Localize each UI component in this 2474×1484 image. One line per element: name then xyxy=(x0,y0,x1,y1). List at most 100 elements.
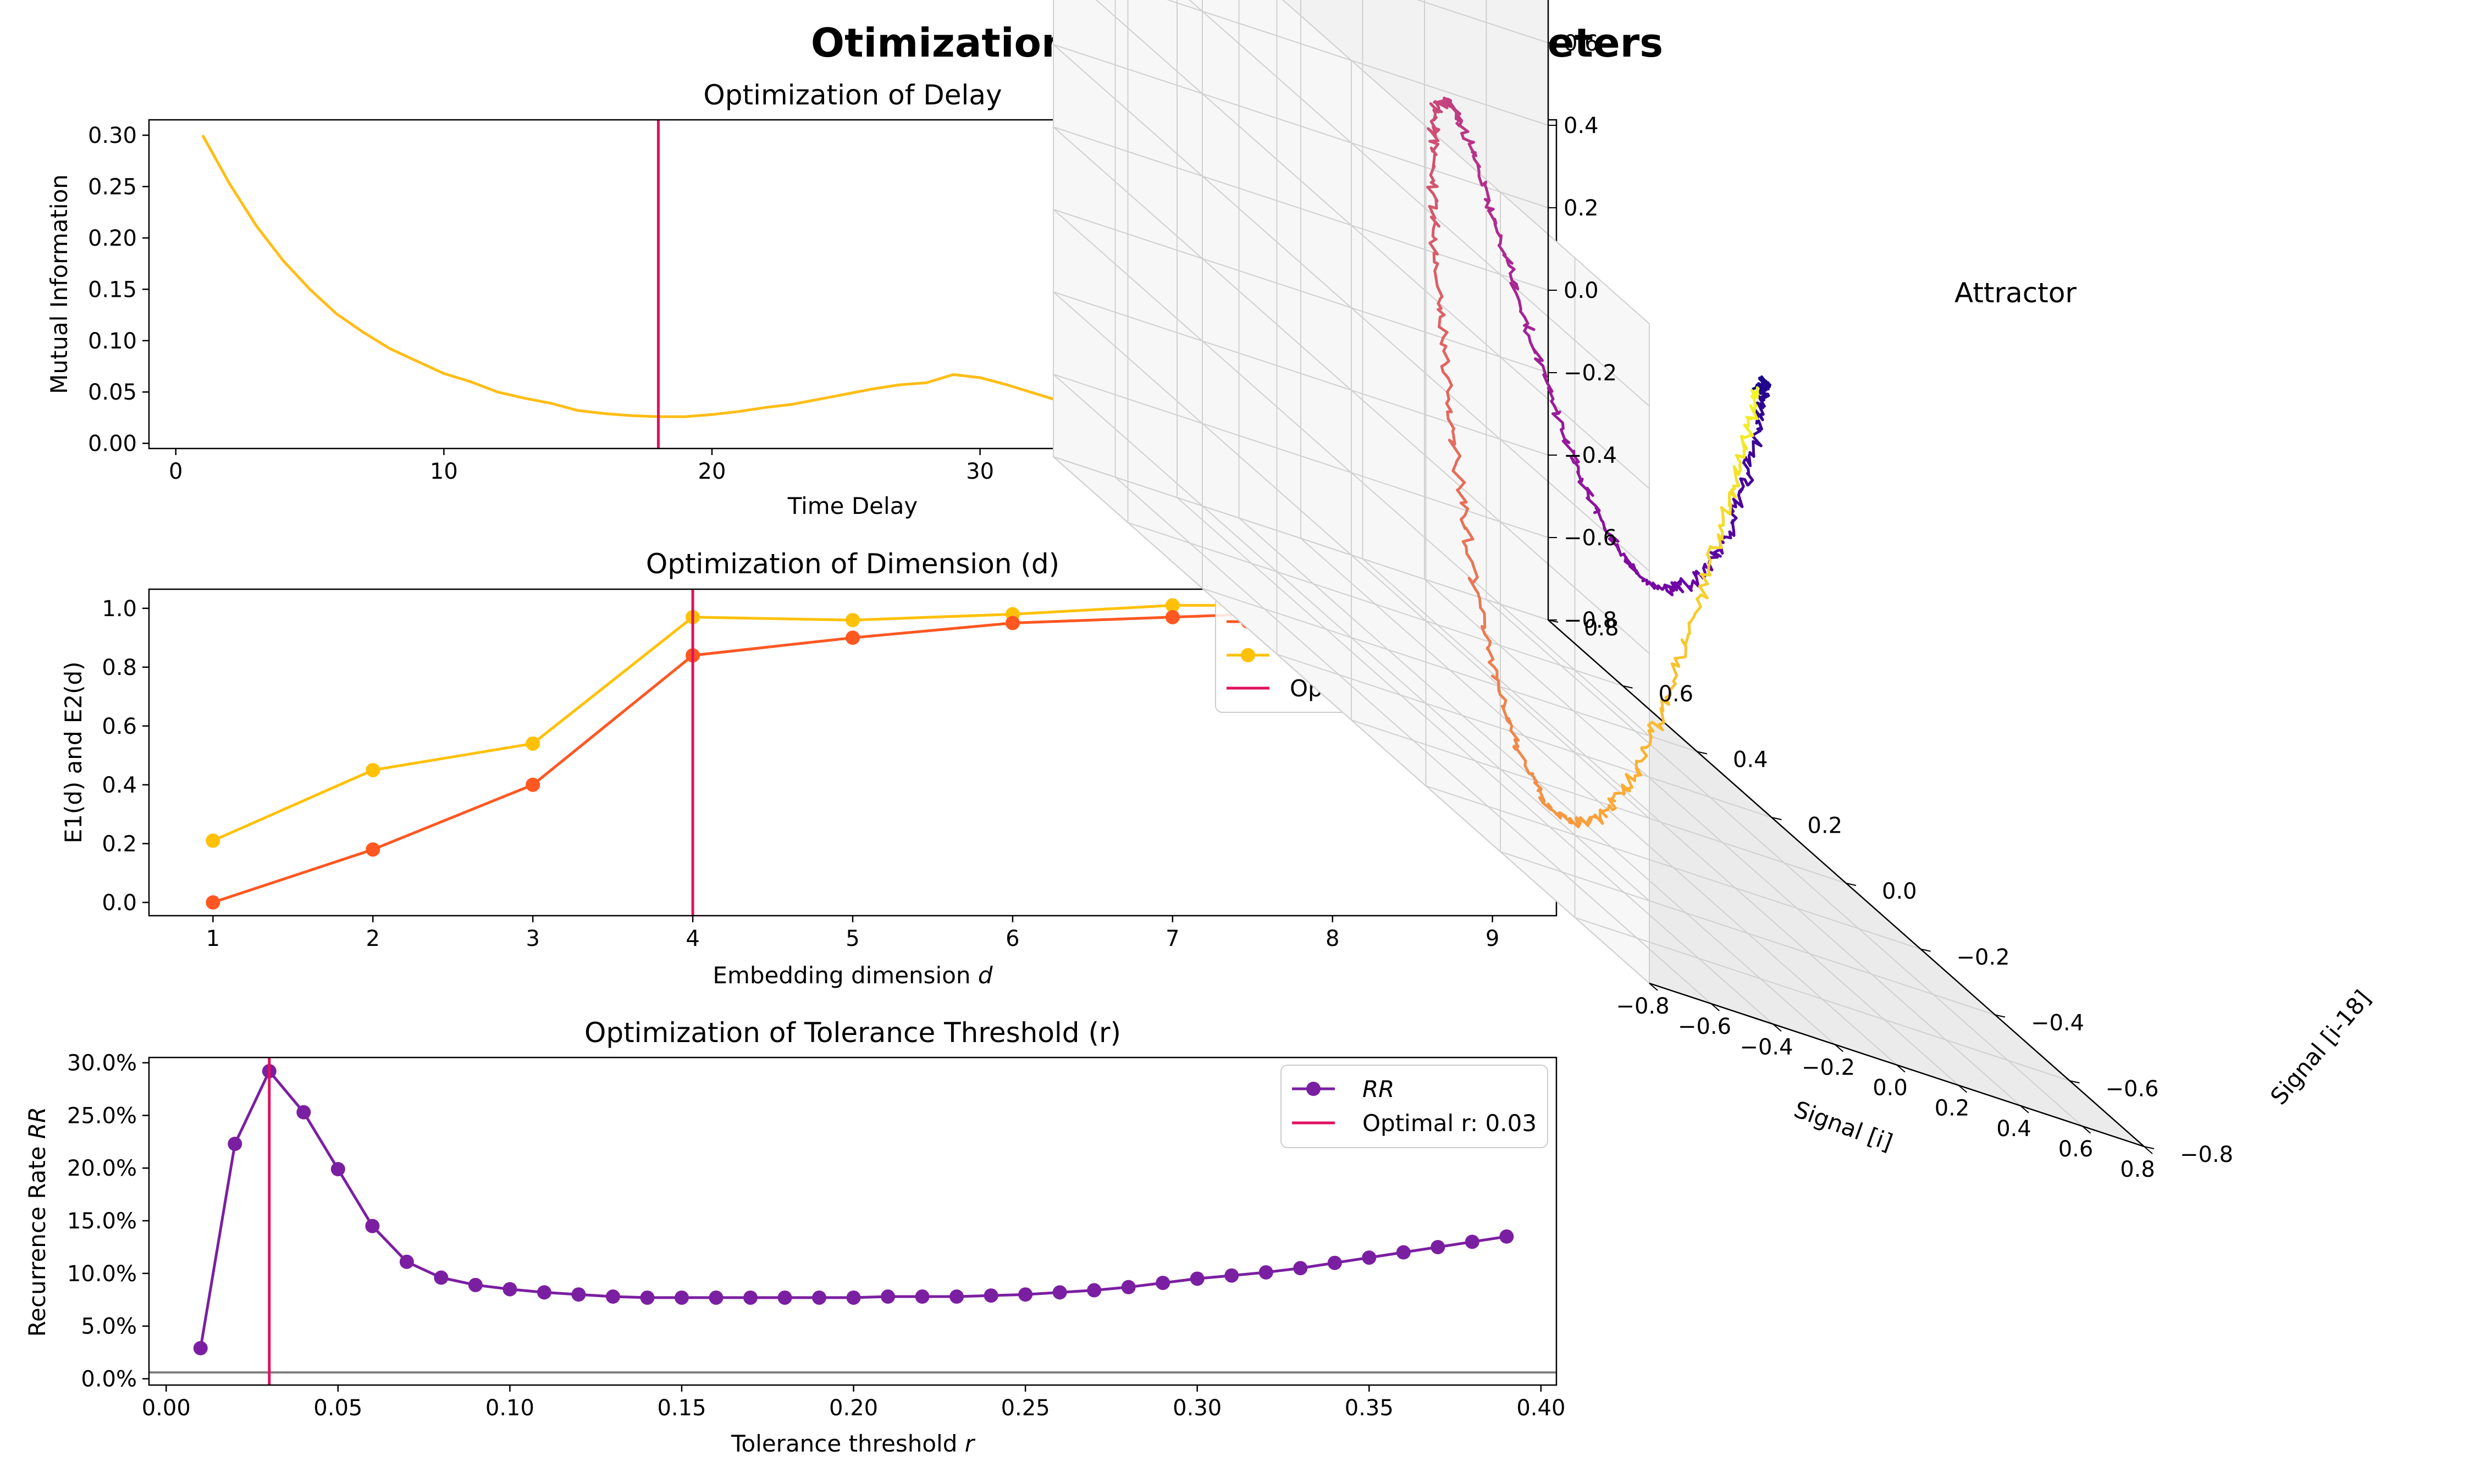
attractor-x-tick-label: −0.4 xyxy=(1739,1034,1793,1060)
attractor-segment xyxy=(1699,573,1711,577)
recurrence-rate-point xyxy=(1431,1239,1445,1254)
tolerance-y-tick-label: 5.0% xyxy=(81,1314,137,1339)
tolerance-x-axis-label-var: r xyxy=(965,1430,976,1457)
e1-point xyxy=(846,630,860,645)
tolerance-panel: Optimization of Tolerance Threshold (r) … xyxy=(24,1017,1565,1457)
attractor-segment xyxy=(1483,633,1492,643)
e2-point xyxy=(1165,598,1180,613)
attractor-x-axis-label: Signal [i] xyxy=(1791,1095,1896,1156)
recurrence-rate-point xyxy=(846,1290,861,1305)
attractor-segment xyxy=(1700,573,1709,585)
attractor-segment xyxy=(1457,481,1466,491)
attractor-segment xyxy=(1435,285,1444,298)
attractor-x-tick xyxy=(1710,1003,1720,1011)
attractor-segment xyxy=(1720,506,1732,516)
attractor-segment xyxy=(1434,275,1439,288)
attractor-y-tick-label: −0.4 xyxy=(2031,1011,2084,1036)
attractor-y-tick-label: 0.2 xyxy=(1808,813,1843,838)
tolerance-legend-optimal-label: Optimal r: 0.03 xyxy=(1362,1110,1537,1137)
tolerance-y-tick-label: 15.0% xyxy=(67,1209,137,1234)
attractor-y-tick xyxy=(1622,685,1633,689)
attractor-gridline xyxy=(1053,374,1650,901)
recurrence-rate-point xyxy=(434,1270,449,1285)
dimension-y-tick-label: 0.0 xyxy=(102,890,137,916)
attractor-gridline xyxy=(1095,0,1650,489)
recurrence-rate-point xyxy=(812,1290,827,1305)
recurrence-rate-point xyxy=(1087,1283,1102,1298)
dimension-x-axis-label-var: d xyxy=(978,962,993,989)
attractor-gridline xyxy=(1053,456,1549,621)
attractor-segment xyxy=(1513,744,1527,762)
attractor-x-tick xyxy=(1772,1023,1782,1032)
recurrence-rate-point xyxy=(1499,1229,1514,1244)
attractor-gridline xyxy=(1202,588,1698,752)
dimension-y-tick-label: 1.0 xyxy=(102,596,137,622)
attractor-segment xyxy=(1706,545,1712,556)
attractor-segment xyxy=(1757,382,1770,391)
recurrence-rate-point xyxy=(193,1341,208,1355)
attractor-gridline xyxy=(1053,126,1650,654)
attractor-y-tick xyxy=(1771,817,1782,821)
tolerance-y-tick-label: 25.0% xyxy=(67,1103,137,1128)
attractor-x-tick xyxy=(1958,1084,1968,1093)
delay-y-tick-label: 0.00 xyxy=(88,431,137,457)
attractor-segment xyxy=(1484,187,1491,202)
attractor-z-tick-label: −0.8 xyxy=(1564,608,1617,633)
attractor-y-tick-label: 0.0 xyxy=(1882,879,1917,904)
tolerance-legend-box xyxy=(1280,1065,1548,1148)
delay-panel-title: Optimization of Delay xyxy=(703,79,1002,111)
attractor-gridline xyxy=(1575,917,2070,1082)
delay-y-tick-label: 0.30 xyxy=(88,123,137,148)
attractor-gridline xyxy=(1128,522,1623,686)
attractor-segment xyxy=(1577,480,1594,497)
attractor-segment xyxy=(1730,488,1737,499)
attractor-segment xyxy=(1451,430,1456,446)
attractor-x-tick xyxy=(2144,1146,2153,1154)
recurrence-rate-point xyxy=(1465,1234,1479,1249)
attractor-segment xyxy=(1493,222,1499,234)
recurrence-rate-point xyxy=(1052,1285,1067,1300)
recurrence-rate-point xyxy=(571,1287,586,1302)
attractor-segment xyxy=(1465,527,1475,541)
tolerance-x-tick-label: 0.20 xyxy=(829,1396,878,1421)
recurrence-rate-point xyxy=(1258,1265,1273,1280)
tolerance-y-tick-label: 20.0% xyxy=(67,1156,137,1181)
attractor-y-tick-label: −0.2 xyxy=(1957,945,2010,970)
dimension-x-tick-label: 6 xyxy=(1006,926,1019,951)
dimension-x-tick-label: 5 xyxy=(846,926,859,951)
attractor-segment xyxy=(1450,103,1460,117)
tolerance-x-tick-label: 0.35 xyxy=(1345,1396,1394,1421)
delay-x-tick-label: 20 xyxy=(698,459,726,484)
recurrence-rate-point xyxy=(468,1277,483,1292)
attractor-y-tick xyxy=(1846,883,1857,886)
attractor-segment xyxy=(1602,520,1607,531)
attractor-segment xyxy=(1579,816,1589,827)
e2-point xyxy=(366,763,380,778)
tolerance-x-tick-label: 0.10 xyxy=(485,1396,534,1421)
dimension-x-tick-label: 3 xyxy=(526,926,539,951)
attractor-segment xyxy=(1757,403,1765,415)
attractor-z-tick-label: 0.6 xyxy=(1564,31,1599,56)
attractor-segment xyxy=(1428,140,1440,146)
attractor-segment xyxy=(1696,597,1702,608)
attractor-gridline xyxy=(1500,851,1996,1016)
attractor-segment xyxy=(1428,204,1437,220)
dimension-x-axis-label-text: Embedding dimension xyxy=(713,962,970,989)
dimension-x-tick-label: 7 xyxy=(1166,926,1179,951)
delay-y-tick-label: 0.25 xyxy=(88,174,137,200)
attractor-y-tick xyxy=(1697,751,1708,755)
tolerance-legend-rr-marker xyxy=(1306,1082,1321,1096)
recurrence-rate-point xyxy=(330,1162,345,1177)
recurrence-rate-point xyxy=(1121,1280,1136,1294)
attractor-x-tick-label: −0.2 xyxy=(1802,1055,1855,1080)
dimension-y-tick-label: 0.4 xyxy=(102,773,137,798)
delay-y-axis-label: Mutual Information xyxy=(46,174,73,394)
attractor-x-tick xyxy=(1649,983,1658,991)
dimension-x-tick-label: 2 xyxy=(366,926,380,951)
attractor-gridline xyxy=(1351,719,1847,884)
attractor-segment xyxy=(1552,403,1560,415)
attractor-z-tick-label: −0.2 xyxy=(1564,361,1617,386)
attractor-segment xyxy=(1428,241,1439,256)
dimension-x-tick-label: 1 xyxy=(206,926,220,951)
